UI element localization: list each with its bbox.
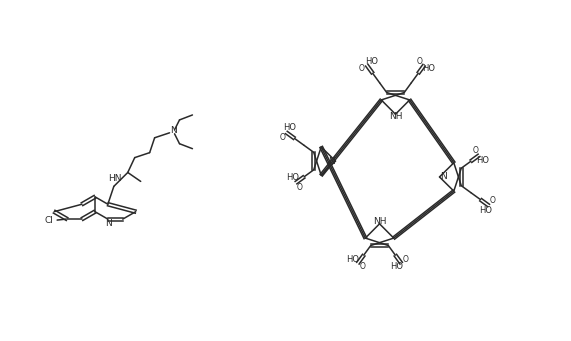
Text: O: O xyxy=(489,196,495,205)
Text: N: N xyxy=(170,126,177,135)
Text: NH: NH xyxy=(389,112,402,121)
Text: O: O xyxy=(360,262,365,271)
Text: HO: HO xyxy=(390,262,403,271)
Text: NH: NH xyxy=(373,217,387,226)
Text: N: N xyxy=(106,219,112,227)
Text: HO: HO xyxy=(286,173,299,182)
Text: HO: HO xyxy=(365,57,378,66)
Text: HO: HO xyxy=(476,156,489,165)
Text: O: O xyxy=(403,255,409,264)
Text: N: N xyxy=(328,157,335,166)
Text: HN: HN xyxy=(108,174,122,183)
Text: O: O xyxy=(280,133,286,142)
Text: HO: HO xyxy=(283,123,296,132)
Text: O: O xyxy=(359,64,365,73)
Text: N: N xyxy=(440,173,447,181)
Text: Cl: Cl xyxy=(45,216,54,225)
Text: O: O xyxy=(473,146,478,155)
Text: HO: HO xyxy=(478,206,492,215)
Text: O: O xyxy=(416,57,422,66)
Text: HO: HO xyxy=(347,255,360,264)
Text: HO: HO xyxy=(423,64,436,73)
Text: O: O xyxy=(296,183,303,192)
